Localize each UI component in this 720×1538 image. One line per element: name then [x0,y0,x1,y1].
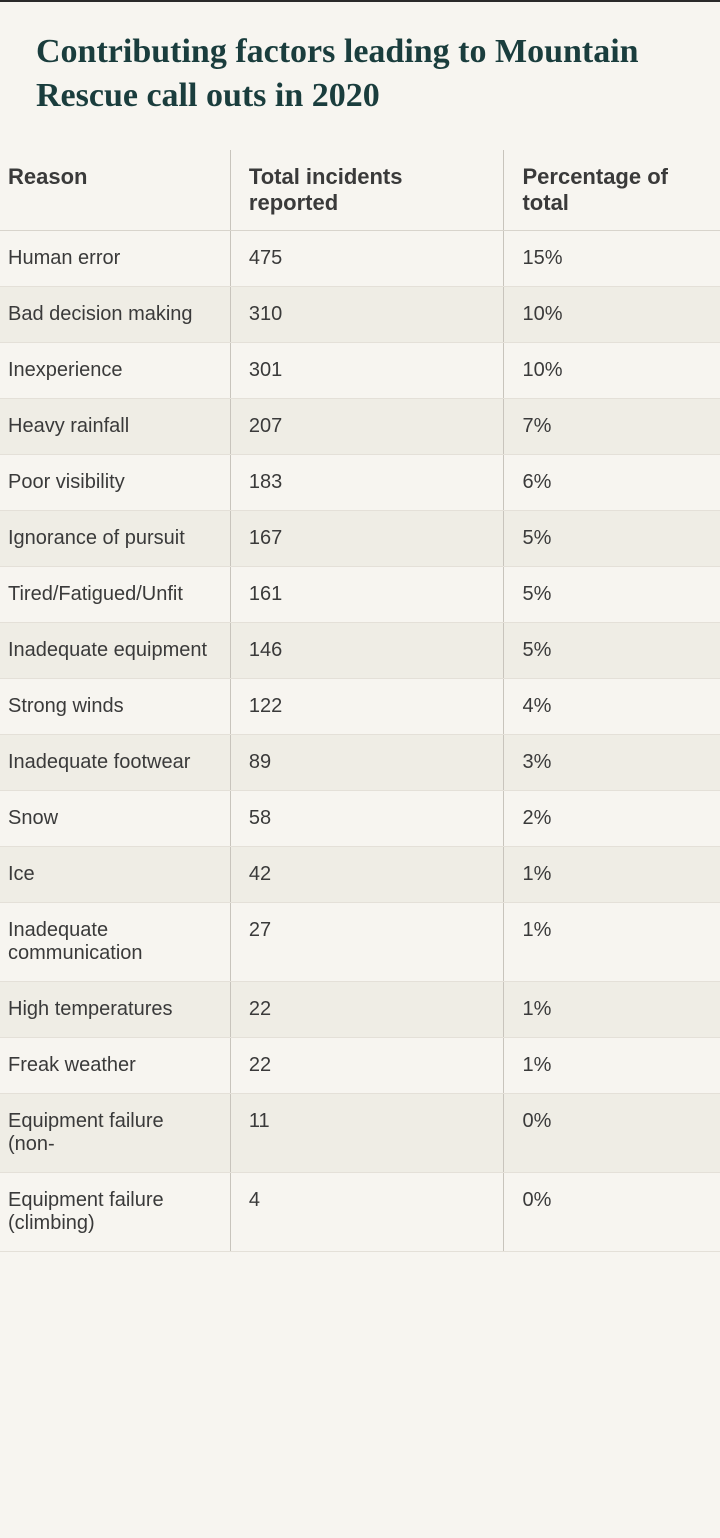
table-cell: Snow [0,791,230,847]
table-row: Inadequate footwear893% [0,735,720,791]
table-cell: 11 [230,1094,504,1173]
col-header-incidents: Total incidents reported [230,150,504,231]
table-cell: 42 [230,847,504,903]
table-cell: 89 [230,735,504,791]
table-cell: 58 [230,791,504,847]
table-cell: 310 [230,287,504,343]
table-cell: 7% [504,399,720,455]
table-cell: 161 [230,567,504,623]
table-cell: 1% [504,1038,720,1094]
table-row: Human error47515% [0,231,720,287]
table-cell: High temperatures [0,982,230,1038]
table-cell: Bad decision making [0,287,230,343]
table-row: Inadequate equipment1465% [0,623,720,679]
table-cell: Tired/Fatigued/Unfit [0,567,230,623]
table-cell: Freak weather [0,1038,230,1094]
table-cell: 122 [230,679,504,735]
table-cell: 27 [230,903,504,982]
table-cell: 301 [230,343,504,399]
table-cell: 22 [230,1038,504,1094]
table-cell: 10% [504,287,720,343]
table-cell: Poor visibility [0,455,230,511]
table-cell: 4% [504,679,720,735]
table-cell: 5% [504,623,720,679]
table-cell: 4 [230,1173,504,1252]
table-row: Freak weather221% [0,1038,720,1094]
table-cell: 10% [504,343,720,399]
table-row: Equipment failure (non-110% [0,1094,720,1173]
table-row: Tired/Fatigued/Unfit1615% [0,567,720,623]
table-cell: 2% [504,791,720,847]
table-cell: Equipment failure (climbing) [0,1173,230,1252]
table-cell: 475 [230,231,504,287]
table-cell: 207 [230,399,504,455]
table-row: Ignorance of pursuit1675% [0,511,720,567]
table-header-row: Reason Total incidents reported Percenta… [0,150,720,231]
table-cell: Inexperience [0,343,230,399]
table-cell: 0% [504,1173,720,1252]
table-row: Heavy rainfall2077% [0,399,720,455]
table-cell: 1% [504,903,720,982]
page-title: Contributing factors leading to Mountain… [0,2,720,150]
table-cell: Heavy rainfall [0,399,230,455]
data-table: Reason Total incidents reported Percenta… [0,150,720,1252]
table-row: Equipment failure (climbing)40% [0,1173,720,1252]
table-cell: 5% [504,567,720,623]
table-container: Contributing factors leading to Mountain… [0,0,720,1252]
table-cell: 15% [504,231,720,287]
table-cell: 146 [230,623,504,679]
table-cell: 0% [504,1094,720,1173]
table-row: High temperatures221% [0,982,720,1038]
table-cell: 6% [504,455,720,511]
table-cell: 22 [230,982,504,1038]
table-cell: Inadequate communication [0,903,230,982]
table-cell: Ice [0,847,230,903]
table-cell: 3% [504,735,720,791]
table-cell: Inadequate footwear [0,735,230,791]
table-row: Snow582% [0,791,720,847]
table-row: Strong winds1224% [0,679,720,735]
table-row: Inadequate communication271% [0,903,720,982]
table-cell: 1% [504,847,720,903]
table-cell: 5% [504,511,720,567]
table-cell: 1% [504,982,720,1038]
table-cell: Human error [0,231,230,287]
table-row: Poor visibility1836% [0,455,720,511]
col-header-reason: Reason [0,150,230,231]
col-header-percentage: Percentage of total [504,150,720,231]
table-cell: 167 [230,511,504,567]
table-row: Ice421% [0,847,720,903]
table-row: Inexperience30110% [0,343,720,399]
table-cell: Ignorance of pursuit [0,511,230,567]
table-cell: Equipment failure (non- [0,1094,230,1173]
table-cell: 183 [230,455,504,511]
table-row: Bad decision making31010% [0,287,720,343]
table-cell: Inadequate equipment [0,623,230,679]
table-cell: Strong winds [0,679,230,735]
